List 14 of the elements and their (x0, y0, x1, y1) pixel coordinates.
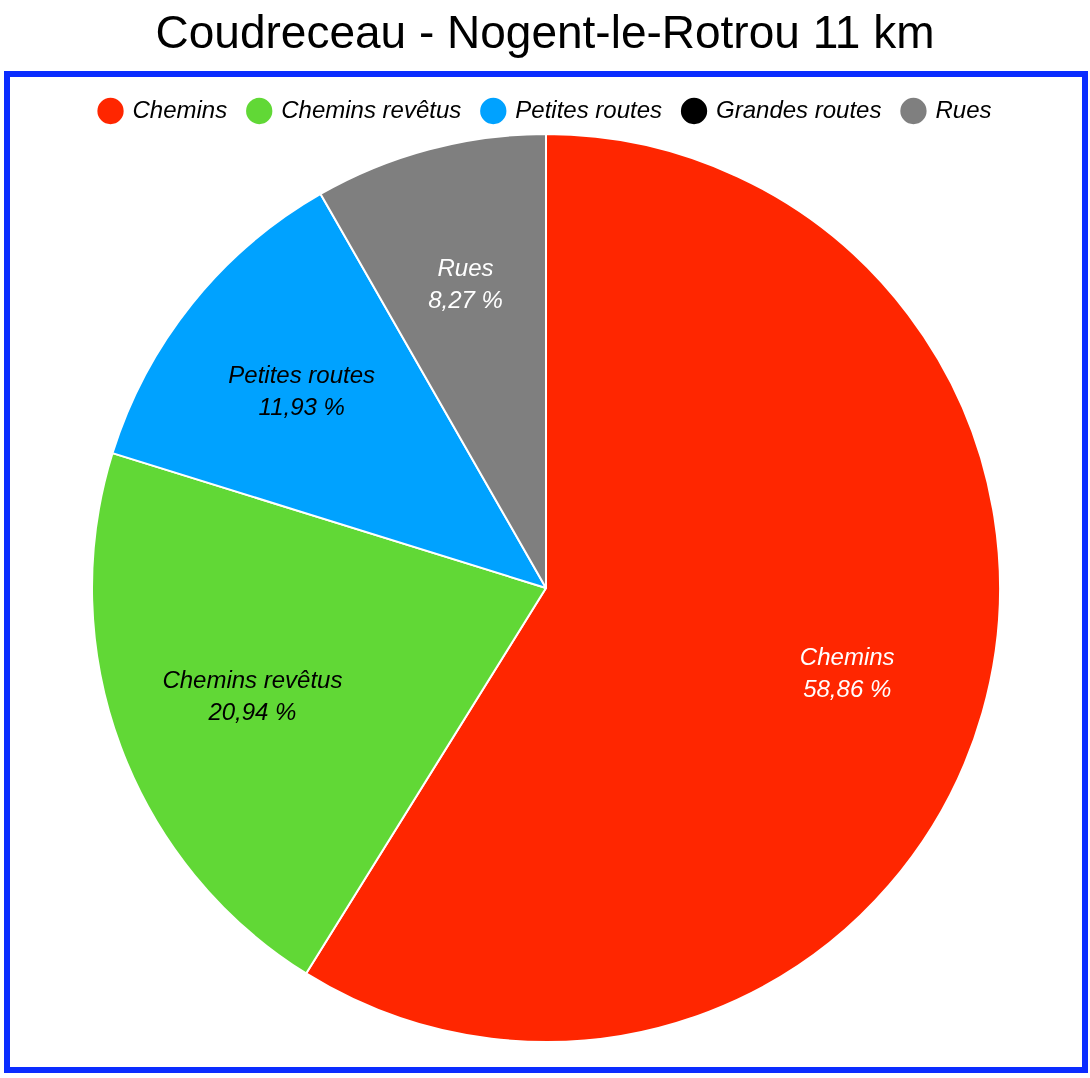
data-label: 58,86 % (803, 674, 892, 702)
slice-label: Chemins revêtus (162, 665, 343, 693)
data-label: 11,93 % (258, 392, 345, 420)
legend-label: Chemins revêtus (281, 95, 462, 123)
slice-label: Chemins (799, 642, 895, 670)
legend-label: Rues (935, 95, 992, 123)
legend-label: Petites routes (515, 95, 663, 123)
data-label: 20,94 % (207, 697, 297, 725)
slice-label: Petites routes (228, 360, 376, 388)
chart-title: Coudreceau - Nogent-le-Rotrou 11 km (154, 5, 936, 60)
slice-label: Rues (437, 253, 494, 281)
legend-label: Grandes routes (716, 95, 882, 123)
legend-label: Chemins (132, 95, 228, 123)
data-label: 8,27 % (428, 285, 503, 313)
